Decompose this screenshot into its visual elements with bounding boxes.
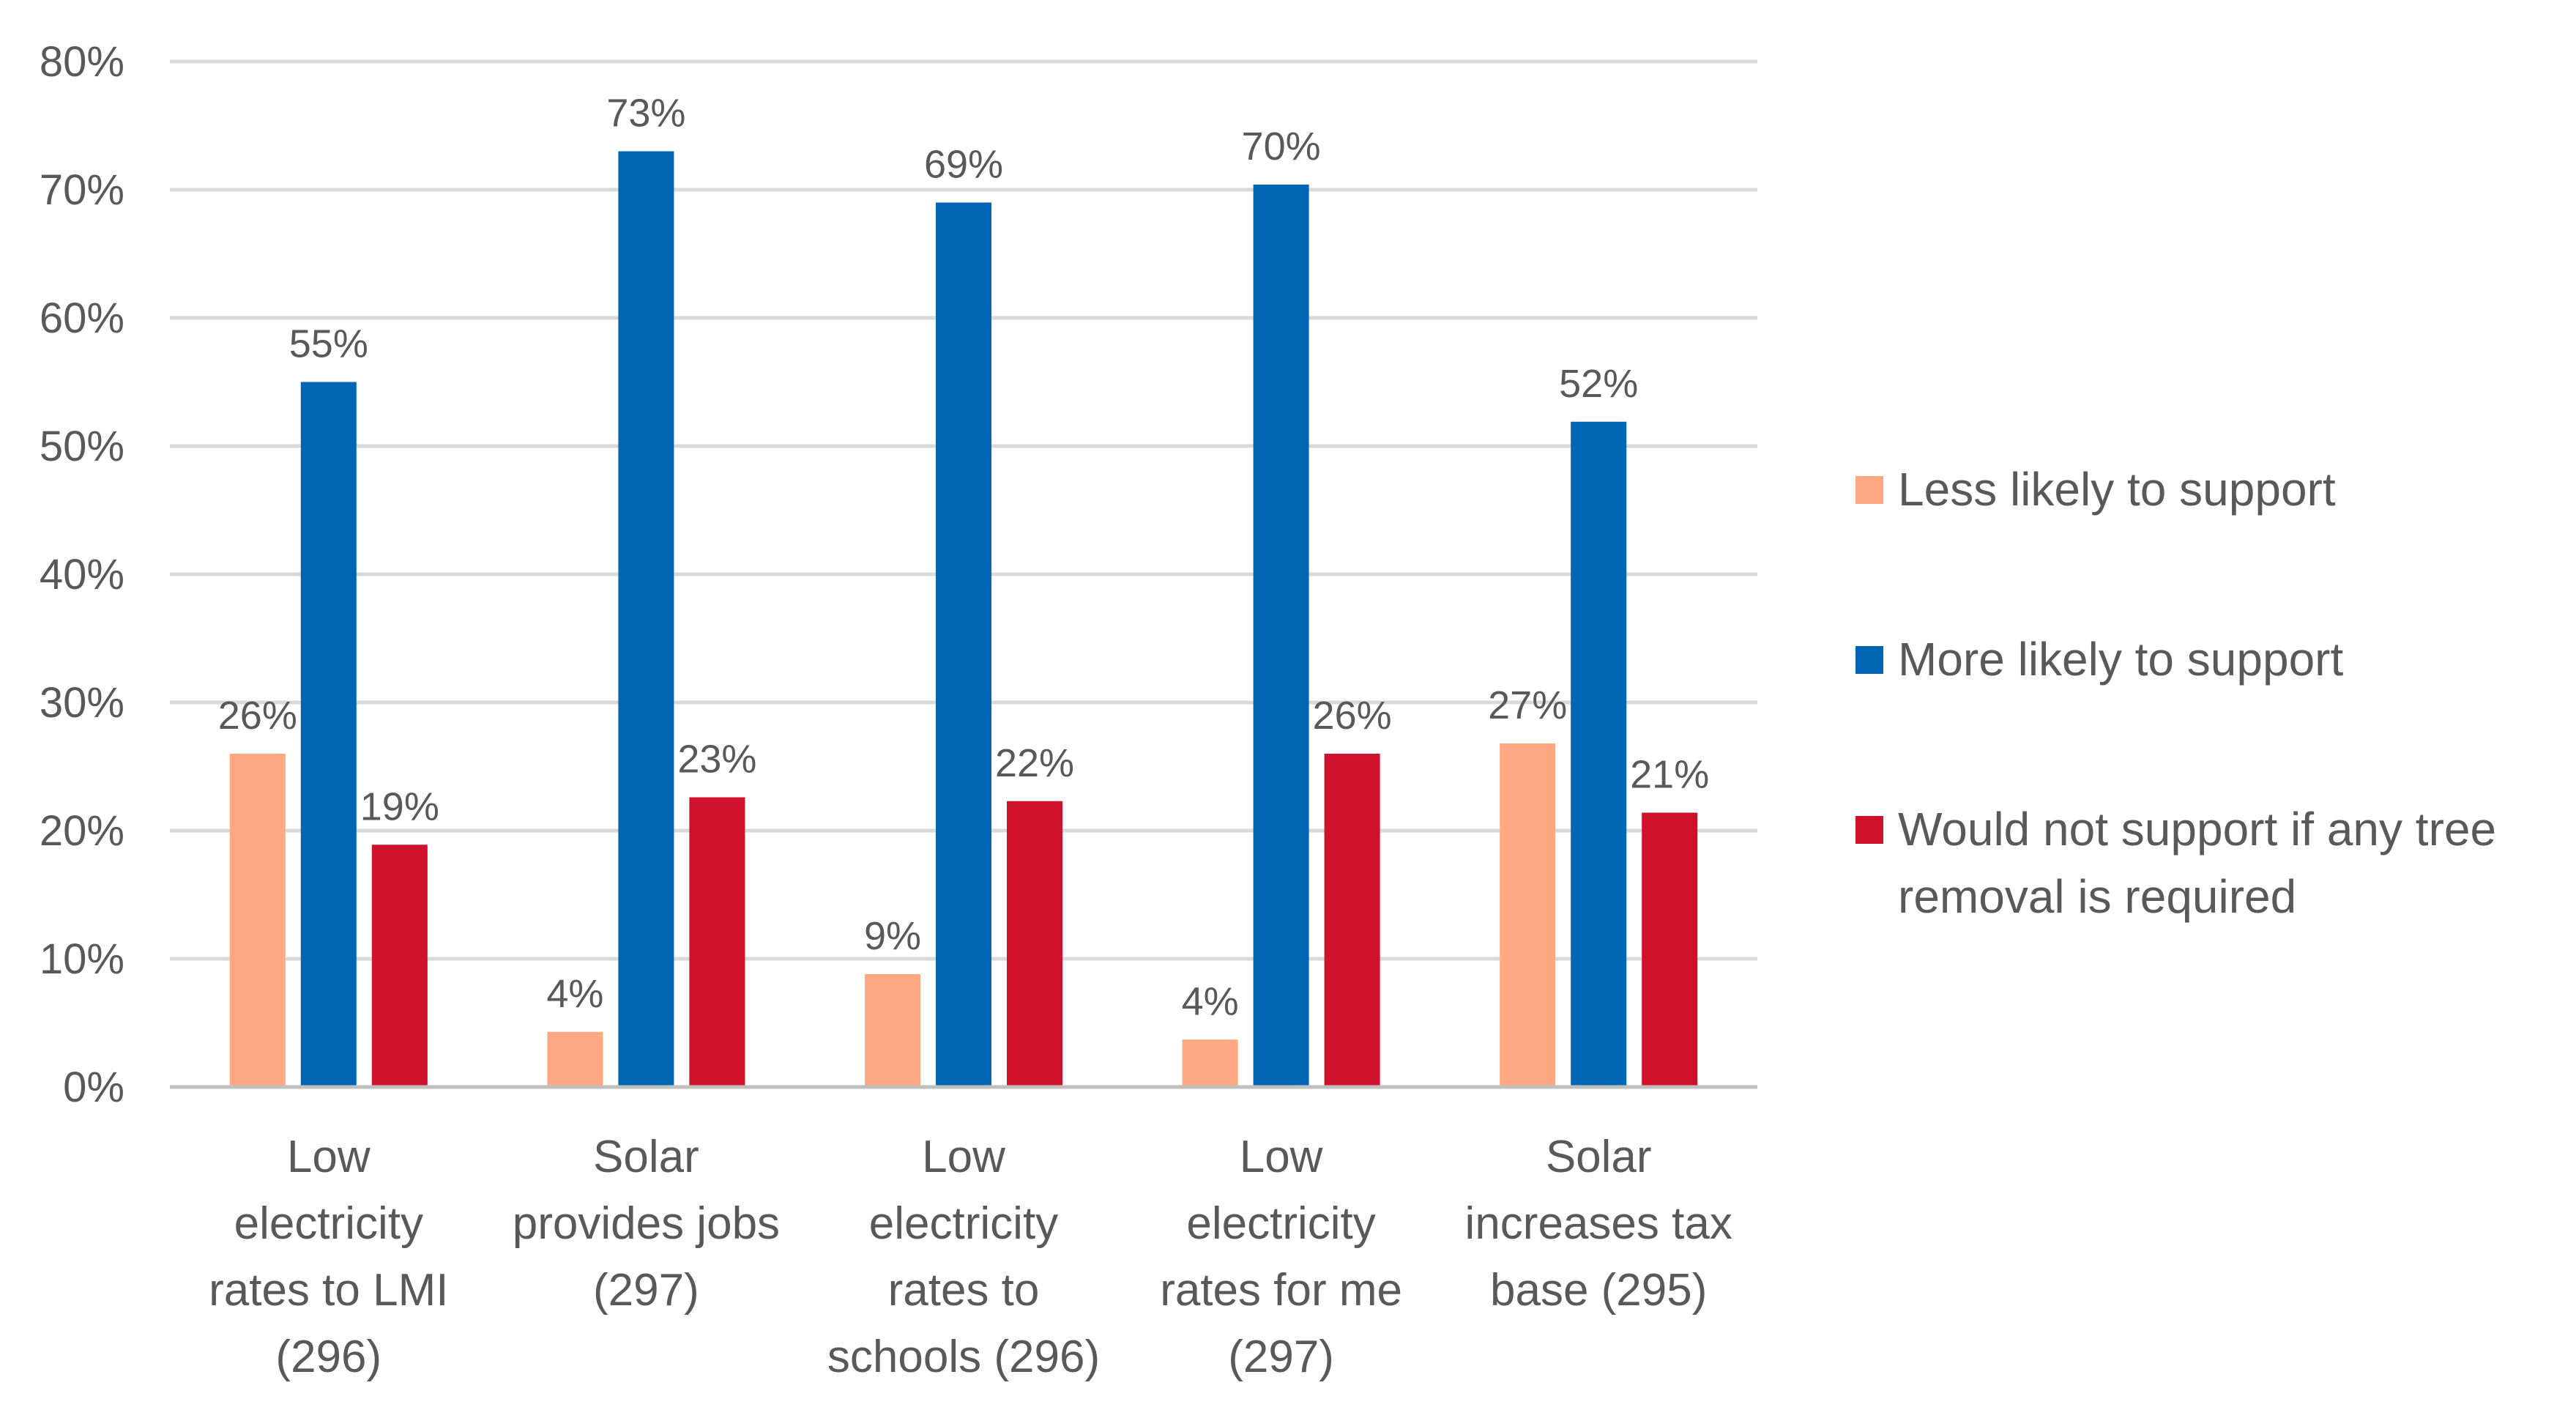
- y-tick-label: 80%: [40, 38, 124, 86]
- bar-less-likely-to-support-3: [865, 974, 920, 1087]
- legend-swatch: [1855, 816, 1883, 844]
- data-label: 26%: [218, 694, 297, 738]
- bar-more-likely-to-support-2: [618, 151, 674, 1087]
- bar-more-likely-to-support-3: [936, 202, 991, 1087]
- y-tick-label: 30%: [40, 679, 124, 727]
- legend-label: More likely to support: [1898, 633, 2343, 686]
- data-label: 52%: [1559, 362, 1638, 406]
- y-tick-label: 0%: [63, 1064, 124, 1111]
- data-label: 26%: [1313, 694, 1392, 738]
- bar-would-not-support-if-any-tree-removal-is-required-4: [1324, 754, 1380, 1087]
- legend-label: Less likely to support: [1898, 463, 2336, 516]
- y-axis-ticks: 0% 10% 20% 30% 40% 50% 60% 70% 80%: [40, 38, 124, 1111]
- legend-swatch: [1855, 476, 1883, 504]
- legend-label: Would not support if any tree removal is …: [1898, 803, 2496, 923]
- bars: [229, 151, 1698, 1087]
- data-label: 19%: [360, 784, 439, 828]
- bar-less-likely-to-support-5: [1500, 743, 1556, 1087]
- data-label: 9%: [864, 914, 921, 958]
- category-label: Solar provides jobs (297): [513, 1132, 780, 1316]
- y-tick-label: 60%: [40, 294, 124, 342]
- bar-would-not-support-if-any-tree-removal-is-required-5: [1642, 812, 1698, 1087]
- category-label: Low electricity rates for me (297): [1160, 1132, 1402, 1382]
- data-label: 22%: [995, 741, 1074, 785]
- data-label: 4%: [1182, 979, 1239, 1023]
- category-labels: Low electricity rates to LMI (296) Solar prov…: [209, 1132, 1732, 1382]
- bar-would-not-support-if-any-tree-removal-is-required-2: [689, 797, 745, 1087]
- y-tick-label: 20%: [40, 807, 124, 855]
- y-tick-label: 10%: [40, 935, 124, 983]
- legend: Less likely to support More likely to sup…: [1855, 463, 2496, 923]
- data-label: 27%: [1488, 683, 1567, 727]
- bar-less-likely-to-support-4: [1182, 1039, 1238, 1087]
- data-label: 23%: [677, 738, 756, 782]
- category-label: Low electricity rates to LMI (296): [209, 1132, 448, 1382]
- bar-more-likely-to-support-5: [1571, 421, 1627, 1087]
- data-label: 21%: [1630, 753, 1709, 797]
- bar-would-not-support-if-any-tree-removal-is-required-3: [1007, 801, 1062, 1087]
- bar-more-likely-to-support-4: [1253, 185, 1309, 1087]
- bar-less-likely-to-support-2: [547, 1031, 603, 1087]
- data-label: 55%: [289, 322, 368, 366]
- bar-more-likely-to-support-1: [300, 382, 357, 1087]
- category-label: Solar increases tax base (295): [1465, 1132, 1732, 1316]
- bar-less-likely-to-support-1: [229, 754, 286, 1087]
- category-label: Low electricity rates to schools (296): [827, 1132, 1100, 1382]
- data-label: 70%: [1242, 125, 1321, 168]
- y-tick-label: 70%: [40, 166, 124, 214]
- y-tick-label: 50%: [40, 423, 124, 470]
- bar-would-not-support-if-any-tree-removal-is-required-1: [371, 845, 428, 1087]
- data-label: 73%: [606, 92, 685, 136]
- legend-swatch: [1855, 646, 1883, 674]
- data-label: 4%: [546, 972, 603, 1016]
- data-label: 69%: [924, 143, 1003, 187]
- data-labels: 26% 4% 9% 4% 27% 55% 73% 69% 70% 52% 19% 23% 22% 26% 2…: [218, 92, 1709, 1024]
- y-tick-label: 40%: [40, 551, 124, 598]
